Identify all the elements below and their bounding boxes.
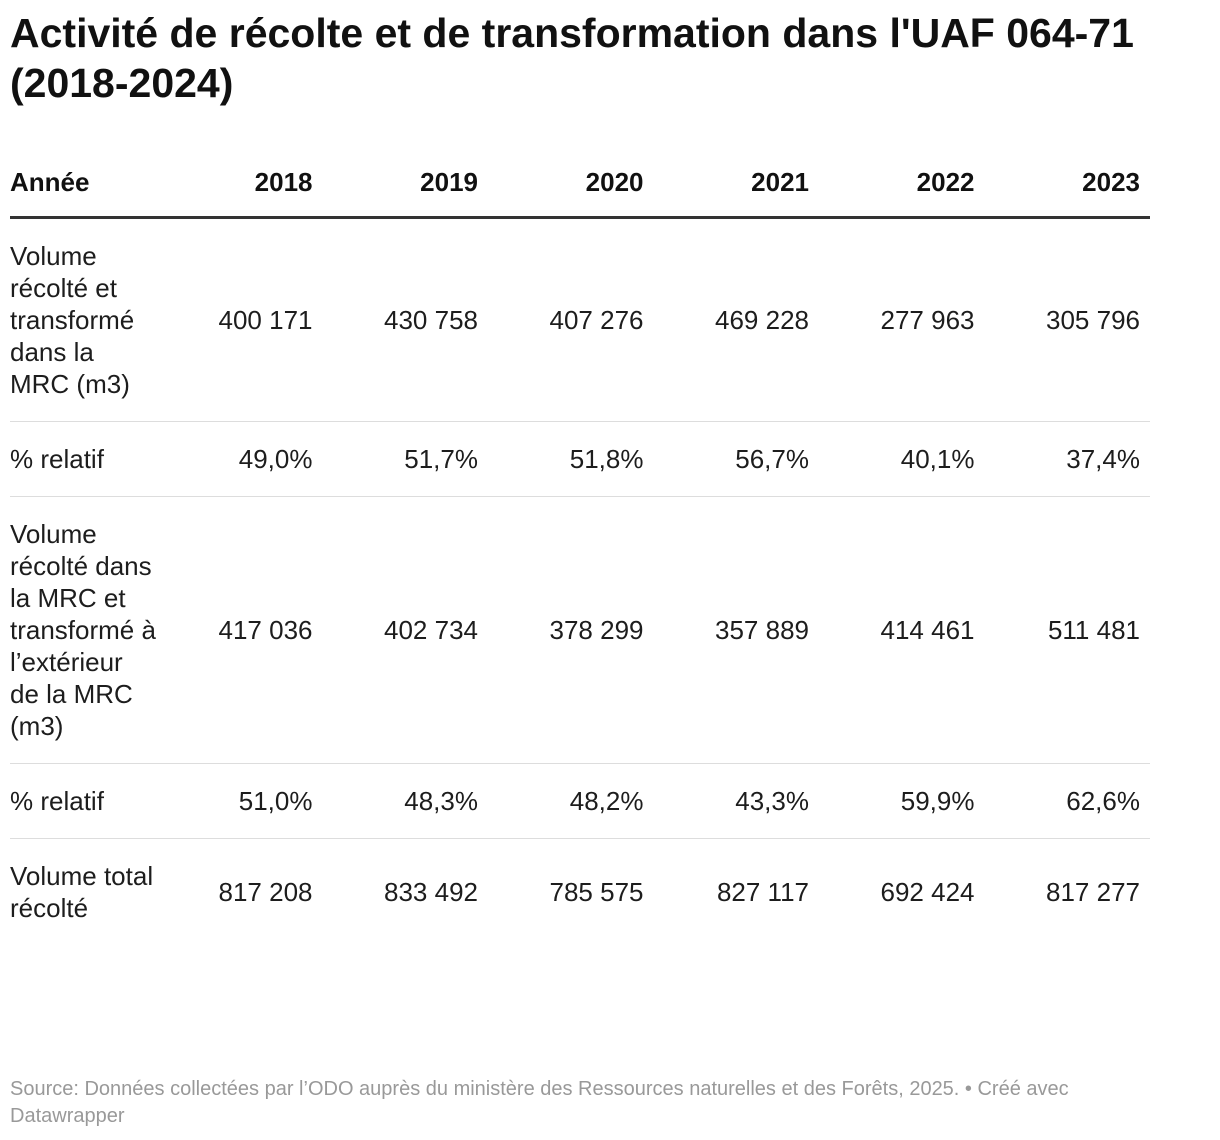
cell: 357 889 (653, 496, 819, 764)
cell: 51,8% (488, 421, 654, 497)
column-header: 2020 (488, 150, 654, 219)
cell: 469 228 (653, 217, 819, 422)
cell: 40,1% (819, 421, 985, 497)
cell: 277 963 (819, 217, 985, 422)
column-header: 2018 (157, 150, 323, 219)
table-body: Volume récolté et transformé dans la MRC… (10, 217, 1220, 946)
column-header: 2021 (653, 150, 819, 219)
cell: 430 758 (322, 217, 488, 422)
table-row: % relatif 49,0% 51,7% 51,8% 56,7% 40,1% 37,4% (10, 421, 1220, 497)
cell: 51,0% (157, 763, 323, 839)
cell: 827 117 (716, 877, 809, 907)
row-label: Volume total récolté (10, 861, 154, 923)
table-row: Volume récolté et transformé dans la MRC… (10, 217, 1220, 422)
row-label: % relatif (10, 763, 157, 839)
source-note: Source: Données collectées par l’ODO aup… (10, 1078, 1069, 1127)
title: Activité de récolte et de transformation… (10, 10, 1134, 106)
table-row: % relatif 51,0% 48,3% 48,2% 43,3% 59,9% 62,6% (10, 763, 1220, 839)
cell: 378 299 (488, 496, 654, 764)
cell: 417 036 (157, 496, 323, 764)
cell: 511 481 (984, 496, 1150, 764)
cell: 817 208 (218, 877, 313, 907)
table-row: Volume total récolté 817 208 833 492 785 57… (10, 839, 1220, 946)
cell: 59,9% (819, 763, 985, 839)
cell: 817 277 (1046, 877, 1140, 907)
column-header: Année (10, 150, 157, 219)
cell: 785 575 (549, 877, 644, 907)
data-table: Année 2018 2019 2020 2021 2022 2023 Volume réc… (10, 150, 1220, 945)
cell: 407 276 (488, 217, 654, 422)
row-label: Volume récolté dans la MRC et transformé… (10, 496, 157, 764)
row-label: Volume récolté et transformé dans la MRC… (10, 217, 157, 422)
cell: 402 734 (322, 496, 488, 764)
table-container: Année 2018 2019 2020 2021 2022 2023 Volume réc… (10, 150, 1220, 945)
cell: 692 424 (880, 877, 975, 907)
cell: 51,7% (322, 421, 488, 497)
cell: 62,6% (984, 763, 1150, 839)
column-header: 2019 (322, 150, 488, 219)
cell: 48,2% (488, 763, 654, 839)
row-label: % relatif (10, 421, 157, 497)
cell: 37,4% (984, 421, 1150, 497)
cell: 400 171 (157, 217, 323, 422)
cell: 56,7% (653, 421, 819, 497)
table-row: Volume récolté dans la MRC et transformé… (10, 496, 1220, 764)
column-header: 2022 (819, 150, 985, 219)
cell: 833 492 (384, 877, 478, 907)
cell: 48,3% (322, 763, 488, 839)
cell: 43,3% (653, 763, 819, 839)
cell: 414 461 (819, 496, 985, 764)
cell: 305 796 (984, 217, 1150, 422)
column-header: 2023 (984, 150, 1150, 219)
header-row: Année 2018 2019 2020 2021 2022 2023 (10, 150, 1220, 219)
cell: 49,0% (157, 421, 323, 497)
